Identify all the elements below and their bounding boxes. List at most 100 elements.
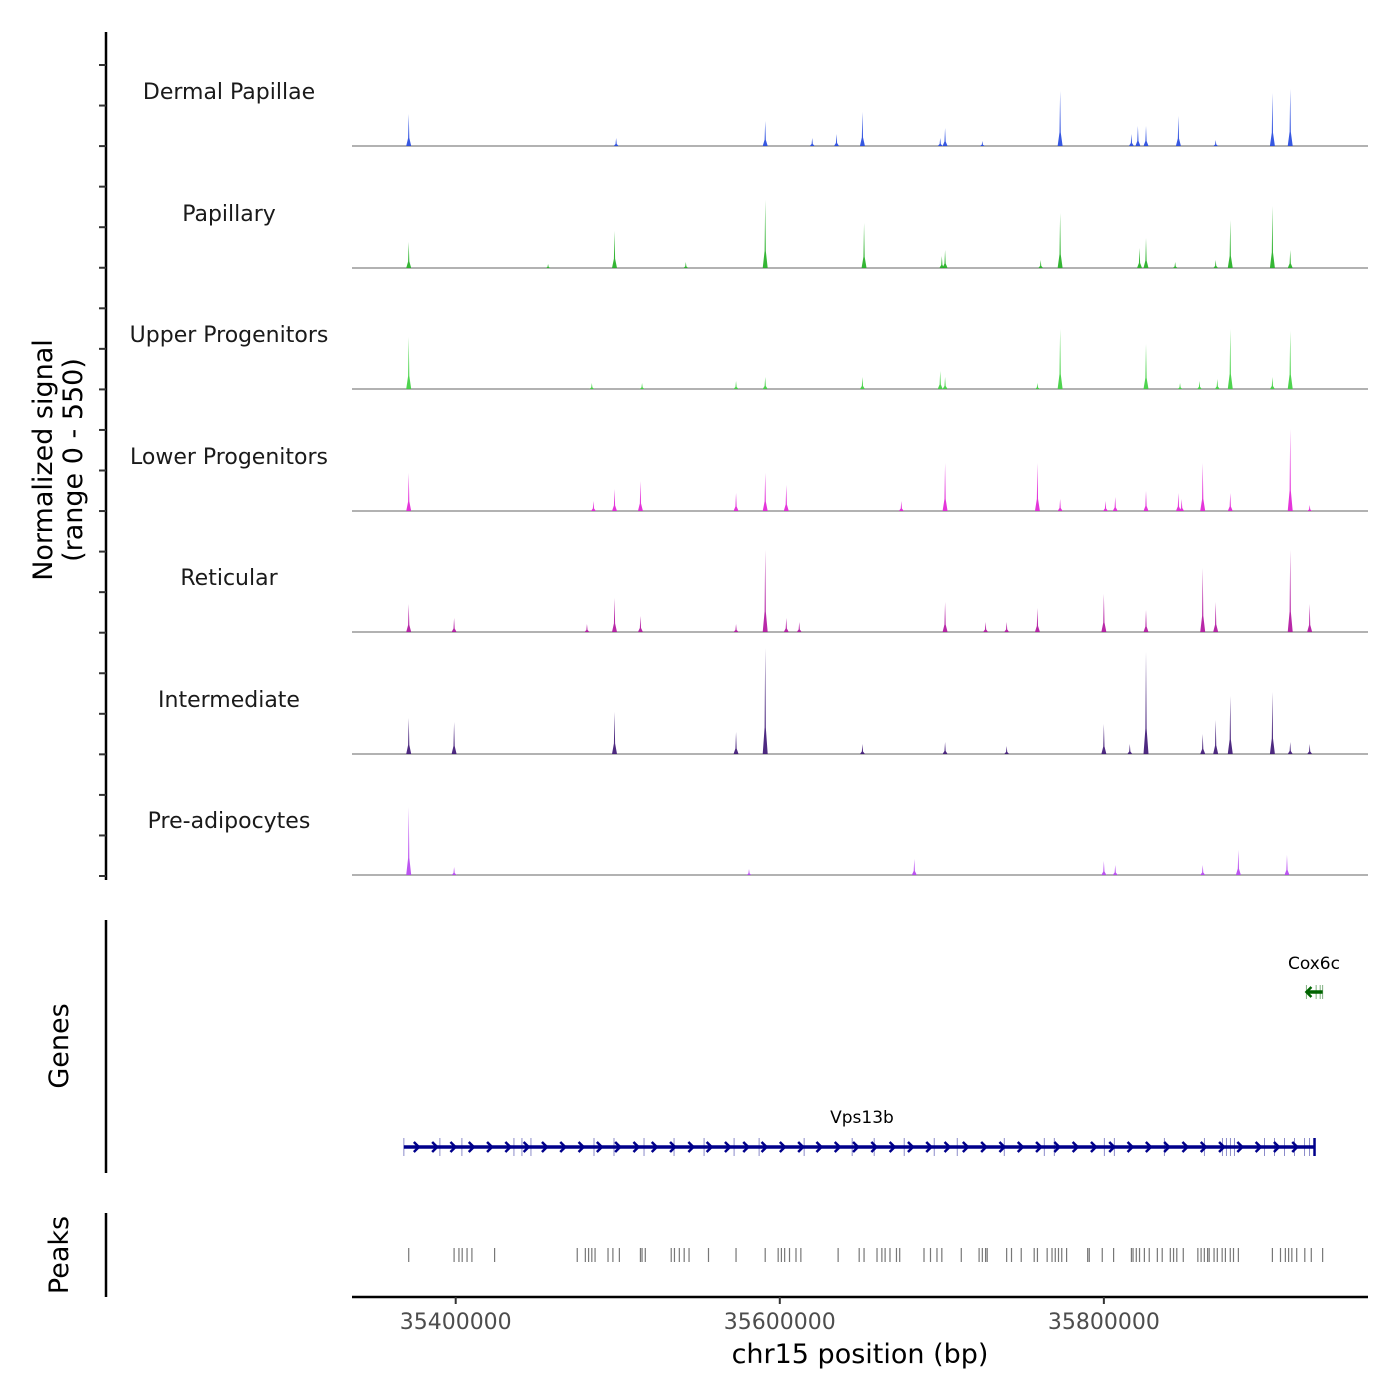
coverage-peak xyxy=(1227,220,1233,268)
coverage-peak xyxy=(783,618,789,632)
strand-arrow-icon xyxy=(632,1141,641,1153)
coverage-peak xyxy=(1214,379,1220,389)
coverage-peak xyxy=(1227,329,1233,389)
coverage-peak xyxy=(613,138,619,146)
coverage-peak xyxy=(762,550,768,632)
strand-arrow-icon xyxy=(595,1141,604,1153)
coverage-track xyxy=(352,550,1368,633)
coverage-peak xyxy=(859,112,865,146)
strand-arrow-icon xyxy=(1126,1141,1135,1153)
coverage-peak xyxy=(406,604,412,632)
coverage-peak xyxy=(1112,497,1118,511)
coverage-peak xyxy=(406,337,412,389)
coverage-track xyxy=(352,807,1368,876)
coverage-peak xyxy=(942,377,948,389)
coverage-peak xyxy=(1172,262,1178,268)
gene-label-cox6c: Cox6c xyxy=(1288,954,1340,974)
coverage-peak xyxy=(733,381,739,389)
strand-arrow-icon xyxy=(815,1141,824,1153)
coverage-peak xyxy=(762,200,768,268)
coverage-peak xyxy=(1057,499,1063,511)
coverage-peak xyxy=(1235,850,1241,875)
coverage-peak xyxy=(1269,692,1275,754)
coverage-peak xyxy=(942,463,948,511)
gene-label-vps13b: Vps13b xyxy=(830,1108,894,1128)
coverage-peak xyxy=(1227,696,1233,754)
coverage-peak xyxy=(762,473,768,511)
coverage-peak xyxy=(1143,491,1149,511)
strand-arrow-icon xyxy=(833,1141,842,1153)
coverage-peak xyxy=(406,114,412,146)
x-tick-label: 35400000 xyxy=(400,1310,512,1335)
gene-track: Vps13b Cox6c xyxy=(403,954,1340,1156)
coverage-peak xyxy=(942,128,948,146)
coverage-peak xyxy=(1200,463,1206,511)
coverage-peak xyxy=(746,869,752,875)
coverage-peak xyxy=(612,231,618,268)
coverage-track xyxy=(352,89,1368,147)
coverage-peak xyxy=(1213,260,1219,268)
x-tick-label: 35800000 xyxy=(1048,1310,1160,1335)
coverage-peak xyxy=(1213,140,1219,146)
coverage-peak xyxy=(406,807,412,875)
coverage-peak xyxy=(733,493,739,511)
coverage-peak xyxy=(1287,550,1293,632)
coverage-peak xyxy=(1143,344,1149,389)
strand-arrow-icon xyxy=(760,1141,769,1153)
coverage-tracks xyxy=(352,89,1368,876)
coverage-peak xyxy=(612,598,618,632)
coverage-peak xyxy=(762,648,768,754)
genes-track-title: Genes xyxy=(44,1003,75,1088)
coverage-peak xyxy=(406,242,412,268)
strand-arrow-icon xyxy=(1144,1141,1153,1153)
coverage-peak xyxy=(1004,746,1010,754)
strand-arrow-icon xyxy=(1236,1141,1245,1153)
coverage-peak xyxy=(983,622,989,632)
track-label: Papillary xyxy=(182,202,276,227)
coverage-peak xyxy=(1287,250,1293,268)
coverage-peak xyxy=(1213,720,1219,754)
coverage-peak xyxy=(637,481,643,511)
coverage-peak xyxy=(979,141,985,146)
strand-arrow-icon xyxy=(559,1141,568,1153)
strand-arrow-icon xyxy=(1016,1141,1025,1153)
coverage-peak xyxy=(406,473,412,511)
strand-arrow-icon xyxy=(669,1141,677,1153)
coverage-peak xyxy=(545,264,551,268)
strand-arrow-icon xyxy=(925,1141,934,1153)
coverage-peak xyxy=(612,712,618,754)
track-label: Dermal Papillae xyxy=(143,80,315,105)
coverage-peak xyxy=(942,250,948,268)
strand-arrow-icon xyxy=(1273,1141,1281,1153)
coverage-peak xyxy=(1196,381,1202,389)
coverage-peak xyxy=(1143,126,1149,146)
coverage-peak xyxy=(939,256,945,268)
strand-arrow-icon xyxy=(870,1141,879,1153)
coverage-peak xyxy=(1057,91,1063,146)
coverage-peak xyxy=(589,383,595,389)
x-axis-ticks: 35400000 35600000 35800000 xyxy=(400,1297,1160,1335)
coverage-peak xyxy=(1143,238,1149,268)
coverage-peak xyxy=(1287,89,1293,146)
track-label: Pre-adipocytes xyxy=(148,809,311,834)
coverage-peak xyxy=(1227,493,1233,511)
track-label: Intermediate xyxy=(158,688,300,713)
strand-arrow-icon xyxy=(522,1141,531,1153)
strand-arrow-icon xyxy=(980,1141,988,1153)
strand-arrow-icon xyxy=(1108,1141,1117,1153)
strand-arrow-icon xyxy=(961,1141,970,1153)
y-axis-subtitle: (range 0 - 550) xyxy=(58,358,89,562)
strand-arrow-icon xyxy=(449,1141,458,1153)
strand-arrow-icon xyxy=(1199,1141,1208,1153)
coverage-peak xyxy=(1287,742,1293,754)
coverage-peak xyxy=(1284,855,1290,875)
coverage-peak xyxy=(859,744,865,754)
coverage-track xyxy=(352,648,1368,755)
coverage-peak xyxy=(639,383,645,389)
coverage-peak xyxy=(911,859,917,875)
strand-arrow-icon xyxy=(1053,1141,1062,1153)
strand-arrow-icon xyxy=(998,1141,1007,1153)
coverage-peak xyxy=(1287,429,1293,511)
strand-arrow-icon xyxy=(486,1141,494,1153)
coverage-peak xyxy=(1101,724,1107,754)
